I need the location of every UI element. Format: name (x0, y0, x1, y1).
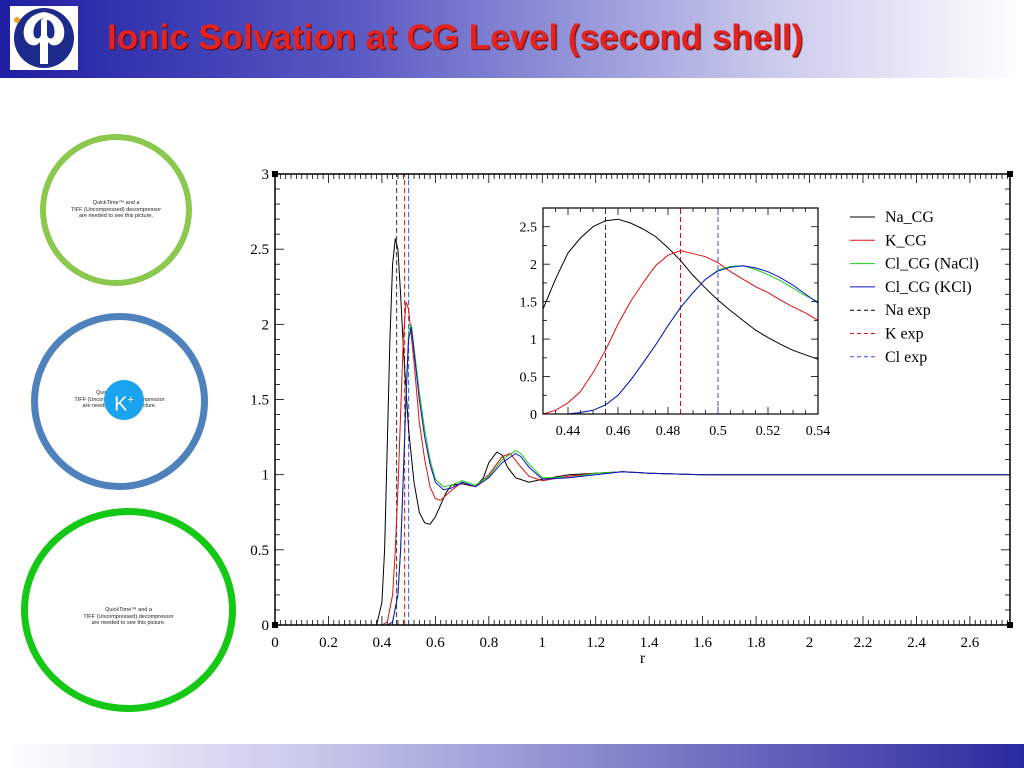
x-tick-label: 0.2 (319, 635, 338, 651)
x-tick-label: 2.2 (854, 635, 873, 651)
inset-x-tick-label: 0.52 (756, 424, 781, 439)
placeholder-caption-line: TIFF (Uncompressed) decompressor (70, 206, 162, 213)
x-tick-label: 0.8 (479, 635, 498, 651)
solvation-figure-1: QuickTime™ and a TIFF (Uncompressed) deco… (40, 134, 192, 286)
legend-label: Cl_CG (KCl) (885, 279, 972, 296)
inset-y-tick-label: 0 (530, 408, 537, 423)
y-tick-label: 0 (262, 618, 270, 634)
legend-label: Cl_CG (NaCl) (885, 256, 979, 273)
frame-corner-handle (1007, 622, 1013, 628)
rdf-chart: 0 0.2 0.4 0.6 0.8 1 1.2 1.4 1.6 1.8 2 2.2 2.4 2.6 0 0.5… (250, 167, 1013, 667)
inset-series-line-cl-cg-kcl- (567, 265, 818, 414)
y-tick-label: 2.5 (250, 242, 269, 258)
title-bar: Ionic Solvation at CG Level (second shel… (0, 0, 1024, 78)
inset-y-tick-label: 2 (530, 258, 537, 273)
x-tick-label: 2 (806, 635, 814, 651)
inset-frame (542, 207, 819, 415)
y-tick-label: 1.5 (250, 393, 269, 409)
ion-charge: + (127, 394, 134, 406)
x-tick-label: 0 (271, 635, 279, 651)
inset-y-tick-label: 1.5 (520, 296, 538, 311)
frame-corner-handle (1007, 171, 1013, 177)
inset-y-tick-label: 2.5 (520, 221, 538, 236)
inset-x-tick-label: 0.46 (606, 424, 631, 439)
placeholder-caption-line: are needed to see this picture. (91, 620, 166, 626)
y-tick-label: 2 (262, 317, 270, 333)
slide-title: Ionic Solvation at CG Level (second shel… (107, 18, 804, 57)
legend-label: Na exp (885, 302, 931, 319)
ion-label: K (114, 393, 128, 416)
inset-x-tick-label: 0.44 (556, 424, 581, 439)
y-tick-label: 0.5 (250, 543, 269, 559)
placeholder-caption-line: TIFF (Uncompressed) decompressor (83, 613, 174, 620)
x-tick-label: 1 (539, 635, 547, 651)
x-tick-label: 2.6 (961, 635, 980, 651)
legend-label: K exp (885, 326, 924, 343)
y-tick-label: 3 (262, 167, 270, 183)
legend-label: Na_CG (885, 209, 934, 226)
x-axis-label: r (640, 650, 646, 667)
x-tick-label: 2.4 (907, 635, 926, 651)
footer-bar (0, 744, 1024, 768)
legend-label: Cl exp (885, 349, 927, 366)
placeholder-caption-line: are needed to see this picture. (79, 213, 153, 219)
series-line-na-cg (371, 238, 1010, 625)
inset-x-tick-label: 0.54 (806, 424, 831, 439)
x-tick-label: 0.6 (426, 635, 445, 651)
placeholder-caption-line: QuickTime™ and a (105, 607, 152, 613)
x-tick-label: 0.4 (373, 635, 392, 651)
inset-background (508, 198, 978, 438)
series-line-cl-cg-kcl- (387, 327, 1010, 625)
y-tick-label: 1 (262, 468, 270, 484)
university-logo-icon (10, 6, 78, 70)
inset-series-line-na-cg (543, 218, 818, 360)
frame-corner-handle (272, 622, 278, 628)
inset-y-tick-label: 1 (530, 333, 537, 348)
inset-series-line-k-cg (543, 250, 818, 414)
legend-label: K_CG (885, 232, 927, 249)
frame-corner-handle (272, 171, 278, 177)
x-tick-label: 1.2 (586, 635, 605, 651)
potassium-ion-marker: K+ (104, 380, 144, 420)
x-tick-label: 1.8 (747, 635, 766, 651)
plot-frame (274, 173, 1011, 626)
placeholder-caption-line: QuickTime™ and a (92, 200, 140, 206)
inset-y-tick-label: 0.5 (520, 371, 538, 386)
inset-x-tick-label: 0.48 (656, 424, 681, 439)
solvation-figure-3: QuickTime™ and a TIFF (Uncompressed) deco… (21, 508, 236, 712)
inset-x-tick-label: 0.5 (709, 424, 727, 439)
x-tick-label: 1.6 (693, 635, 712, 651)
x-tick-label: 1.4 (640, 635, 659, 651)
